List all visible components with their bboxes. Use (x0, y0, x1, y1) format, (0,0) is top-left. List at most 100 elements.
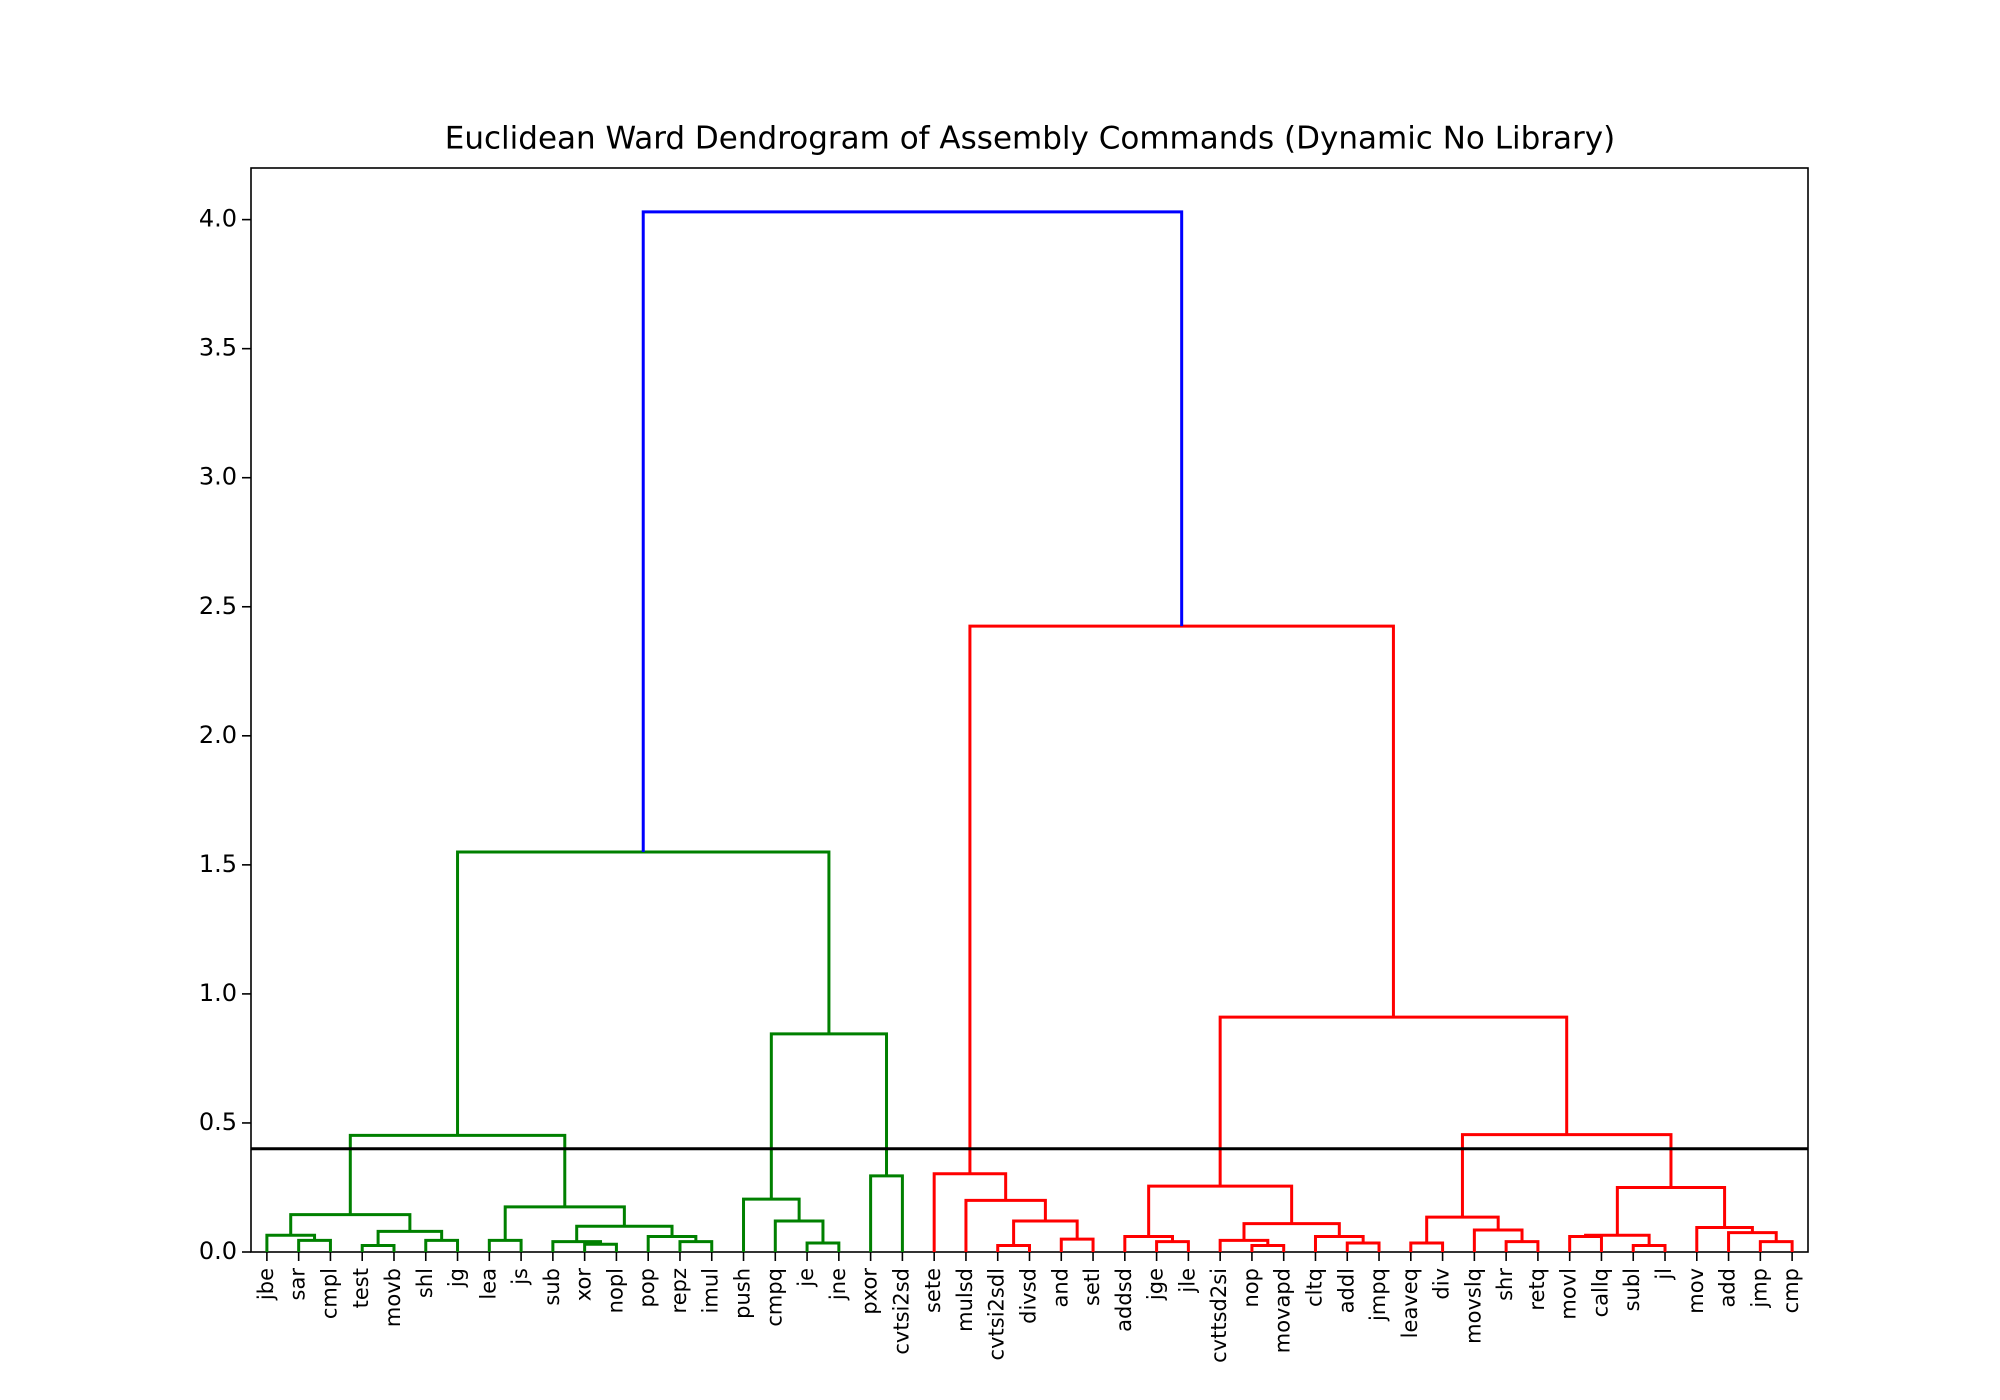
leaf-label: shl (413, 1268, 437, 1298)
dendrogram-link (551, 1240, 603, 1252)
dendrogram-link (1345, 1241, 1381, 1252)
leaf-label: callq (1588, 1268, 1612, 1317)
dendrogram-link (583, 1242, 618, 1252)
leaf-label: mulsd (953, 1268, 977, 1332)
dendrogram-link (1250, 1244, 1286, 1252)
dendrogram-link (1218, 1238, 1270, 1252)
leaf-label: cmpq (762, 1268, 786, 1327)
dendrogram-link (932, 1172, 1008, 1252)
leaf-label: jbe (254, 1268, 278, 1301)
leaf-label: divsd (1017, 1268, 1041, 1324)
leaf-label: cvtsi2sd (889, 1268, 913, 1355)
leaf-label: cmpl (317, 1268, 341, 1319)
dendrogram-link (869, 1174, 904, 1252)
leaf-label: sar (286, 1268, 310, 1301)
dendrogram-link (1425, 1215, 1500, 1243)
y-tick-label: 4.0 (199, 205, 237, 233)
dendrogram-link (1758, 1240, 1794, 1252)
leaf-label: jne (826, 1268, 850, 1301)
leaf-label: div (1430, 1268, 1454, 1300)
dendrogram-link (1123, 1235, 1174, 1252)
leaf-label: movl (1557, 1268, 1581, 1320)
dendrogram-link (289, 1213, 412, 1236)
leaf-label: cvttsd2si (1207, 1268, 1231, 1363)
dendrogram-link (1059, 1237, 1095, 1252)
leaf-label: cvtsi2sdl (985, 1268, 1009, 1360)
leaf-label: retq (1525, 1268, 1549, 1311)
leaf-label: pop (635, 1268, 659, 1308)
leaf-label: jg (445, 1268, 469, 1288)
dendrogram-link (968, 624, 1395, 1174)
dendrogram-link (1012, 1219, 1079, 1246)
leaf-label: sub (540, 1268, 564, 1306)
dendrogram-link (1631, 1244, 1667, 1252)
leaf-label: pxor (858, 1268, 882, 1315)
dendrogram-link (1615, 1185, 1727, 1236)
dendrogram-link (348, 1133, 567, 1215)
dendrogram-link (1218, 1015, 1569, 1187)
dendrogram-link (424, 1238, 460, 1252)
leaf-label: jmpq (1366, 1268, 1390, 1322)
leaf-label: js (508, 1268, 532, 1286)
leaf-label: subl (1620, 1268, 1644, 1311)
dendrogram-link (1409, 1241, 1445, 1252)
dendrogram-link (575, 1224, 674, 1242)
chart-title: Euclidean Ward Dendrogram of Assembly Co… (445, 121, 1615, 157)
dendrogram-link (1147, 1184, 1294, 1237)
y-tick-label: 0.0 (199, 1237, 237, 1265)
leaf-label: jge (1144, 1268, 1168, 1301)
leaf-label: addsd (1112, 1268, 1136, 1332)
leaf-label: cmp (1779, 1268, 1803, 1313)
dendrogram-link (996, 1244, 1031, 1252)
dendrogram-link (678, 1240, 714, 1252)
dendrogram-link (646, 1235, 698, 1252)
dendrogram-link (769, 1032, 889, 1200)
y-tick-label: 3.0 (199, 463, 237, 491)
leaf-label: sete (921, 1268, 945, 1313)
dendrogram-link (456, 850, 831, 1136)
leaf-label: nopl (603, 1268, 627, 1313)
dendrogram-link (376, 1229, 444, 1246)
y-tick-label: 1.5 (199, 850, 237, 878)
leaf-label: nop (1239, 1268, 1263, 1308)
leaf-label: and (1048, 1268, 1072, 1308)
leaf-label: add (1716, 1268, 1740, 1308)
leaf-label: shr (1493, 1268, 1517, 1301)
dendrogram-link (773, 1219, 825, 1252)
leaf-label: je (794, 1268, 818, 1288)
dendrogram-link (1460, 1133, 1673, 1218)
leaf-label: push (731, 1268, 755, 1319)
dendrogram-link (641, 210, 1184, 852)
leaf-label: jmp (1747, 1268, 1771, 1309)
leaf-label: movslq (1461, 1268, 1485, 1344)
y-tick-label: 1.0 (199, 979, 237, 1007)
leaf-label: movb (381, 1268, 405, 1327)
dendrogram-link (297, 1238, 332, 1252)
leaf-label: jle (1175, 1268, 1199, 1294)
leaf-label: xor (572, 1268, 596, 1302)
dendrogram-link (742, 1197, 801, 1252)
leaf-label: repz (667, 1268, 691, 1313)
leaf-label: movapd (1271, 1268, 1295, 1353)
dendrogram-link (503, 1205, 626, 1241)
dendrogram-link (805, 1241, 841, 1252)
dendrogram-link (487, 1238, 523, 1252)
leaf-label: setl (1080, 1268, 1104, 1306)
y-tick-label: 0.5 (199, 1108, 237, 1136)
axes-frame (250, 167, 1809, 1253)
leaf-label: cltq (1302, 1268, 1326, 1307)
y-tick-label: 3.5 (199, 334, 237, 362)
leaf-label: imul (699, 1268, 723, 1313)
dendrogram-link (265, 1233, 317, 1252)
dendrogram-link (360, 1244, 396, 1252)
dendrogram-link (1568, 1235, 1603, 1252)
dendrogram-link (1155, 1240, 1190, 1252)
dendrogram-link (1242, 1222, 1341, 1241)
leaf-label: mov (1684, 1268, 1708, 1314)
leaf-label: leaveq (1398, 1268, 1422, 1338)
leaf-label: test (349, 1268, 373, 1308)
dendrogram-link (1504, 1240, 1540, 1252)
y-tick-label: 2.0 (199, 721, 237, 749)
